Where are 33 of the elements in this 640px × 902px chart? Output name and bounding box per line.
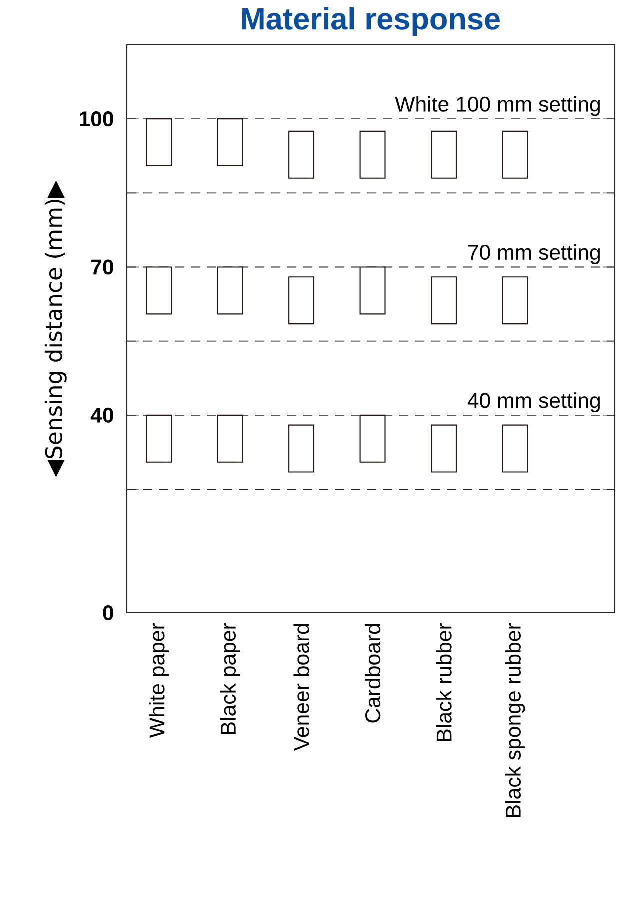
bar [360,130,386,179]
y-tick-label: 100 [80,112,114,127]
bar [502,424,528,473]
x-tick-label: Cardboard [364,624,381,723]
bar [288,424,315,473]
bar [217,266,244,315]
chart-title: Material response [242,7,500,36]
bar [146,414,172,463]
ref-line-label: 70 mm setting [468,244,600,264]
bar [431,424,458,473]
bar [360,414,386,463]
bar [502,130,528,179]
ref-line-label: White 100 mm setting [395,96,600,116]
bar [146,266,172,315]
bar [217,118,244,167]
y-axis-title: ◀Sensing distance (mm)▶ [44,180,67,478]
bar [502,276,528,325]
ref-line-label: 40 mm setting [468,392,600,412]
x-tick-label: White paper [149,623,170,738]
bar [431,130,458,179]
y-tick-label: 40 [90,408,114,423]
bar [217,414,244,463]
bar [431,276,458,325]
x-tick-label: Black rubber [436,623,452,742]
x-tick-label: Black paper [220,623,240,734]
x-tick-label: Black sponge rubber [505,623,526,817]
bar [360,266,386,315]
y-tick-label: 70 [91,260,114,275]
x-tick-label: Veneer board [294,624,310,752]
y-tick-label: 0 [103,605,114,621]
bar [288,276,315,325]
bar [146,118,172,167]
bar [288,130,315,179]
